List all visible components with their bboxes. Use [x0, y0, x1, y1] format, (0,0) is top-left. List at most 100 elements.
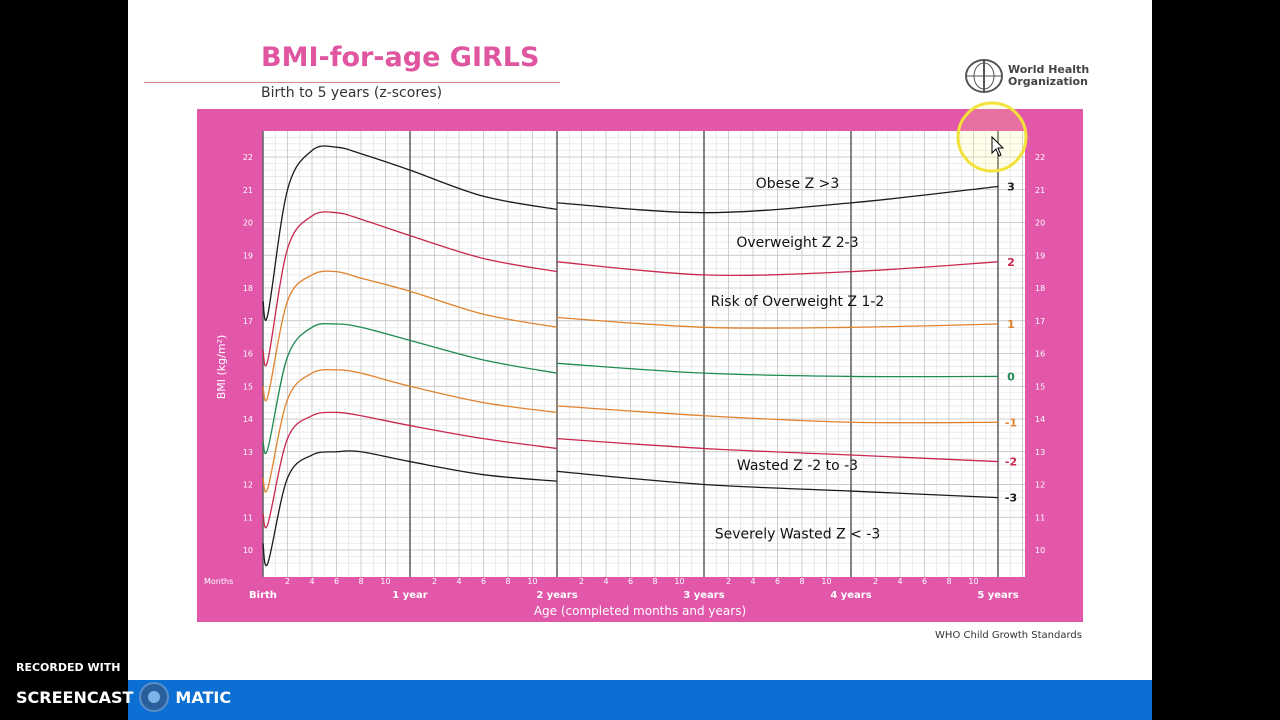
x-tick-month: 8	[652, 577, 657, 586]
plot-area	[263, 131, 1025, 577]
x-tick-month: 4	[309, 577, 314, 586]
y-tick-right: 17	[1035, 317, 1045, 326]
zone-annotation: Obese Z >3	[756, 176, 840, 192]
x-year-label: 2 years	[536, 590, 577, 601]
x-tick-month: 4	[750, 577, 755, 586]
brand-right: MATIC	[175, 687, 232, 707]
z-score-label: 3	[1007, 180, 1015, 193]
curve-z2-after-2y	[556, 261, 999, 277]
y-tick-right: 20	[1035, 219, 1045, 228]
curve-z-2-after-2y	[556, 438, 999, 463]
x-tick-month: 6	[628, 577, 633, 586]
curve-z-3-after-2y	[556, 470, 999, 499]
x-tick-month: 10	[380, 577, 390, 586]
zone-annotation: Overweight Z 2-3	[736, 235, 858, 251]
z-score-label: -3	[1005, 492, 1017, 505]
curve-z1	[262, 270, 558, 402]
y-tick-right: 22	[1035, 153, 1045, 162]
y-tick-left: 11	[243, 513, 253, 522]
curve-z-1-after-2y	[556, 405, 999, 424]
brand-left: SCREENCAST	[16, 687, 134, 707]
chart-panel: 10 10 11 11 12 12 13 13 14 14 15 15 16 16 17 17 18 18 19 19…	[197, 109, 1083, 622]
y-tick-left: 12	[243, 481, 253, 490]
y-tick-left: 16	[243, 350, 253, 359]
cursor-icon	[991, 135, 1005, 157]
x-tick-month: 10	[527, 577, 537, 586]
zone-annotation: Severely Wasted Z < -3	[715, 527, 881, 543]
recorder-bar	[128, 680, 1152, 720]
y-tick-right: 16	[1035, 350, 1045, 359]
screencast-logo: SCREENCAST MATIC	[16, 682, 231, 712]
curve-z0-after-2y	[556, 362, 999, 378]
record-icon	[139, 682, 170, 712]
y-tick-left: 21	[243, 186, 253, 195]
z-score-label: -2	[1005, 456, 1017, 469]
x-year-label: 3 years	[683, 590, 724, 601]
x-axis-label: Age (completed months and years)	[534, 604, 746, 618]
curve-z2	[262, 211, 558, 367]
x-tick-month: 8	[799, 577, 804, 586]
x-tick-month: 8	[946, 577, 951, 586]
x-tick-month: 4	[603, 577, 608, 586]
y-tick-right: 15	[1035, 382, 1045, 391]
x-tick-month: 6	[922, 577, 927, 586]
y-tick-right: 14	[1035, 415, 1045, 424]
x-tick-month: 8	[505, 577, 510, 586]
zone-annotation: Risk of Overweight Z 1-2	[711, 294, 885, 310]
zone-annotation: Wasted Z -2 to -3	[737, 458, 858, 474]
curve-z0	[262, 322, 558, 455]
y-tick-right: 12	[1035, 481, 1045, 490]
x-tick-month: 4	[897, 577, 902, 586]
who-name-line2: Organization	[1008, 75, 1088, 88]
x-tick-month: 2	[285, 577, 290, 586]
page-title: BMI-for-age GIRLS	[261, 42, 540, 73]
months-label: Months	[204, 577, 233, 586]
subtitle: Birth to 5 years (z-scores)	[261, 85, 443, 101]
curve-z3	[262, 145, 558, 321]
z-score-label: 2	[1007, 256, 1015, 269]
x-tick-month: 2	[432, 577, 437, 586]
x-tick-month: 2	[726, 577, 731, 586]
source-credit: WHO Child Growth Standards	[935, 630, 1082, 641]
x-tick-month: 6	[334, 577, 339, 586]
y-tick-left: 22	[243, 153, 253, 162]
slide: BMI-for-age GIRLS Birth to 5 years (z-sc…	[128, 0, 1152, 680]
x-tick-month: 2	[873, 577, 878, 586]
y-tick-left: 10	[243, 546, 253, 555]
y-axis-label: BMI (kg/m²)	[215, 335, 228, 400]
curve-z-1	[262, 368, 558, 493]
curve-z-3	[262, 450, 558, 567]
y-tick-left: 18	[243, 284, 253, 293]
recorded-with-label: RECORDED WITH	[16, 661, 121, 674]
cursor-highlight	[956, 101, 1028, 173]
y-tick-right: 10	[1035, 546, 1045, 555]
x-tick-month: 10	[674, 577, 684, 586]
x-tick-month: 2	[579, 577, 584, 586]
y-tick-left: 14	[243, 415, 253, 424]
y-tick-right: 13	[1035, 448, 1045, 457]
y-tick-left: 20	[243, 219, 253, 228]
z-score-label: 1	[1007, 318, 1015, 331]
y-tick-left: 17	[243, 317, 253, 326]
who-logo: World Health Organization	[964, 58, 1089, 94]
y-tick-left: 13	[243, 448, 253, 457]
y-tick-left: 19	[243, 251, 253, 260]
x-year-label: 5 years	[977, 590, 1018, 601]
x-year-label: 4 years	[830, 590, 871, 601]
x-tick-month: 6	[775, 577, 780, 586]
x-tick-month: 6	[481, 577, 486, 586]
x-year-label: 1 year	[392, 590, 427, 601]
who-name-line1: World Health	[1008, 63, 1090, 76]
x-tick-month: 10	[968, 577, 978, 586]
y-tick-right: 21	[1035, 186, 1045, 195]
y-tick-right: 11	[1035, 513, 1045, 522]
curve-z3-after-2y	[556, 185, 999, 214]
x-tick-month: 4	[456, 577, 461, 586]
x-tick-month: 10	[821, 577, 831, 586]
z-score-label: 0	[1007, 370, 1015, 383]
curve-z1-after-2y	[556, 316, 999, 329]
x-tick-month: 8	[358, 577, 363, 586]
x-year-label: Birth	[249, 590, 277, 601]
who-emblem-icon	[965, 59, 1003, 93]
curve-z-2	[262, 411, 558, 529]
